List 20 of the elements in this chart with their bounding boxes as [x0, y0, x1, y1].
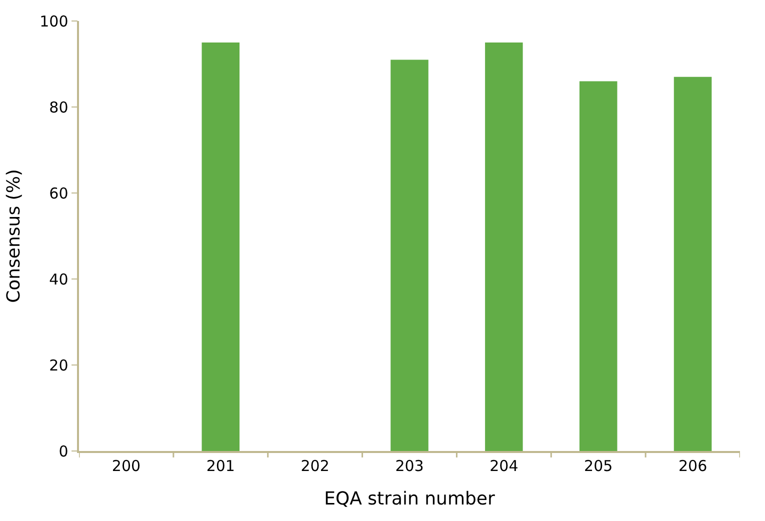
x-tick-label: 202 — [300, 456, 330, 475]
bar — [390, 60, 428, 451]
x-tick-label: 201 — [206, 456, 235, 475]
bar — [674, 76, 712, 451]
y-tick-label: 100 — [40, 12, 68, 30]
x-tick-label: 205 — [584, 456, 613, 475]
x-tick-label: 203 — [395, 456, 424, 475]
bar — [202, 42, 240, 451]
x-axis-title: EQA strain number — [324, 488, 496, 510]
y-axis-title: Consensus (%) — [3, 169, 24, 303]
y-tick-label: 40 — [49, 270, 68, 288]
y-tick-label: 20 — [49, 356, 68, 374]
x-tick-label: 200 — [112, 456, 141, 475]
y-tick-label: 80 — [49, 98, 68, 116]
bar — [485, 42, 523, 451]
y-tick-label: 60 — [49, 184, 68, 202]
x-tick-label: 204 — [490, 456, 518, 475]
y-tick-label: 0 — [58, 442, 68, 460]
bar — [579, 81, 618, 451]
x-tick-label: 206 — [678, 456, 708, 475]
